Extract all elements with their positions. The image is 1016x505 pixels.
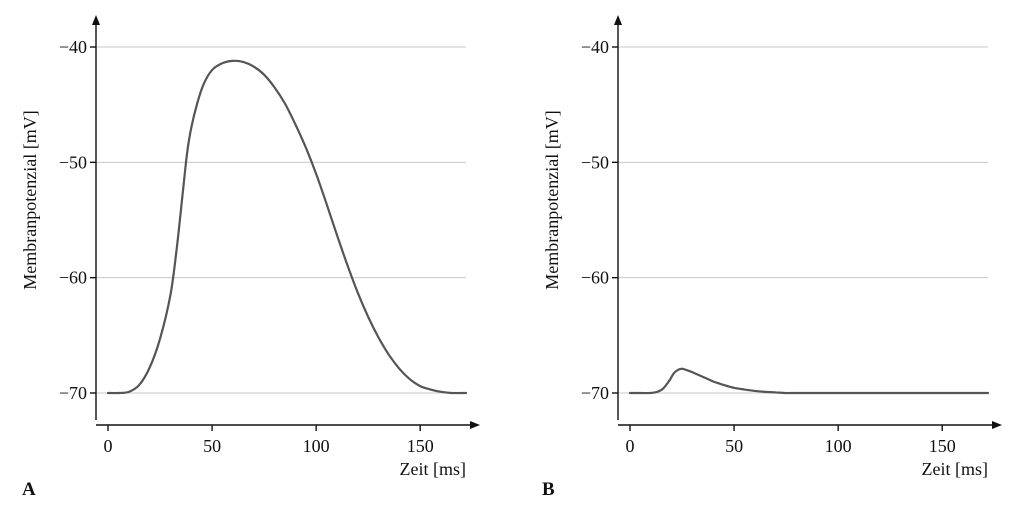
x-tick-label: 50 [725, 436, 743, 456]
y-tick-label: −70 [59, 383, 87, 403]
x-tick-label: 0 [104, 436, 113, 456]
y-axis-arrow [614, 15, 622, 25]
y-tick-label: −70 [581, 383, 609, 403]
y-axis-title: Membranpotenzial [mV] [20, 110, 40, 289]
y-axis-title: Membranpotenzial [mV] [542, 110, 562, 289]
x-axis-title: Zeit [ms] [922, 459, 988, 479]
panel-label: A [22, 479, 36, 500]
x-tick-label: 150 [407, 436, 434, 456]
y-tick-label: −60 [59, 268, 87, 288]
x-tick-label: 150 [929, 436, 956, 456]
x-axis-arrow [992, 421, 1002, 429]
y-tick-label: −40 [581, 37, 609, 57]
y-tick-label: −60 [581, 268, 609, 288]
x-tick-label: 50 [203, 436, 221, 456]
y-axis-arrow [92, 15, 100, 25]
x-axis-arrow [470, 421, 480, 429]
y-tick-label: −50 [59, 152, 87, 172]
panel-a: −70 −60 −50 −40 0 50 100 150 Zeit [ms] Membranpot… [20, 15, 480, 500]
x-tick-label: 0 [626, 436, 635, 456]
panel-label: B [542, 479, 555, 500]
x-tick-label: 100 [825, 436, 852, 456]
panel-b: −70 −60 −50 −40 0 50 100 150 Zeit [ms] Membranpot… [542, 15, 1002, 500]
y-tick-label: −50 [581, 152, 609, 172]
x-axis-title: Zeit [ms] [400, 459, 466, 479]
membrane-potential-line [628, 367, 990, 395]
y-tick-label: −40 [59, 37, 87, 57]
x-tick-label: 100 [303, 436, 330, 456]
membrane-potential-line [106, 59, 468, 395]
